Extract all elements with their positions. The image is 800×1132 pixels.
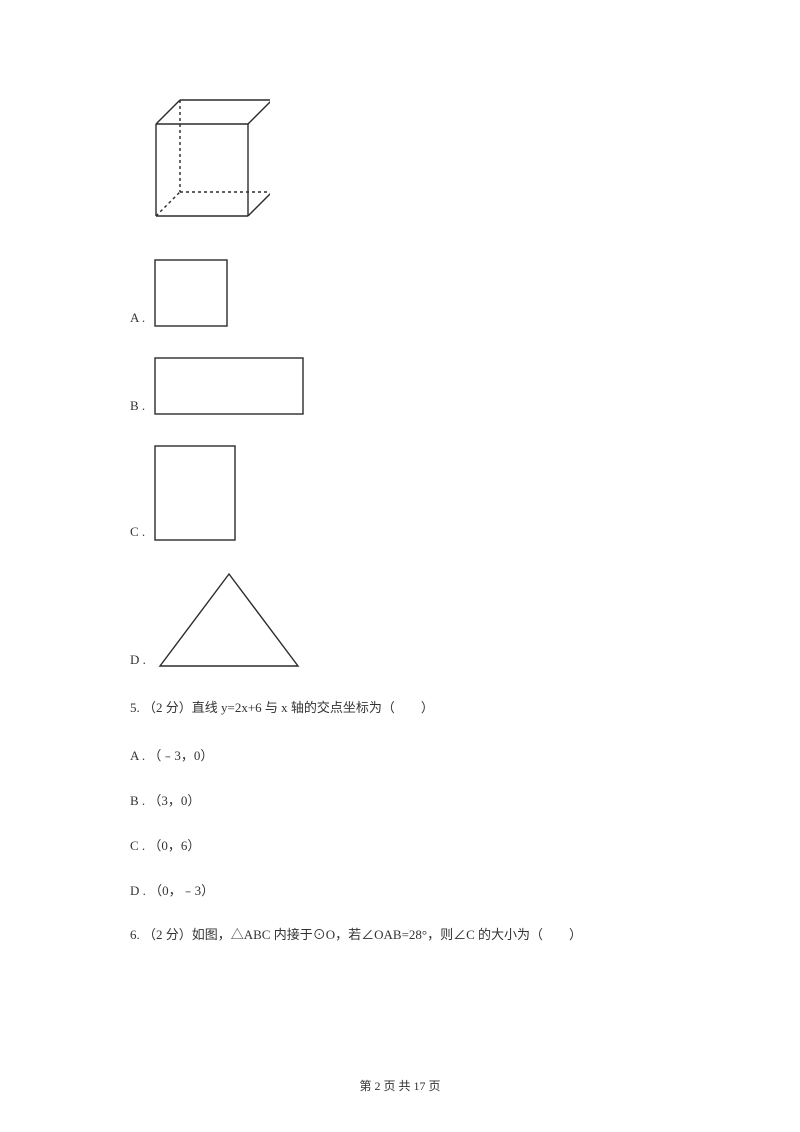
option-shape	[154, 570, 304, 670]
answer-option: C . （0，6）	[130, 835, 670, 854]
shape-option: A .	[130, 258, 670, 328]
shape-option: C .	[130, 444, 670, 542]
answer-option: A . （﹣3，0）	[130, 745, 670, 764]
answer-option: B . （3，0）	[130, 790, 670, 809]
answer-option: D . （0，﹣3）	[130, 880, 670, 899]
option-label: C .	[130, 524, 145, 542]
option-label: B .	[130, 398, 145, 416]
shape-option: B .	[130, 356, 670, 416]
page-content: A . B . C . D . 5. （2 分）直线 y=2x+6 与 x 轴的交点坐…	[0, 0, 800, 946]
question-5-options: A . （﹣3，0） B . （3，0） C . （0，6） D . （0，﹣3）	[130, 745, 670, 899]
option-shape	[153, 444, 237, 542]
cube-figure	[140, 90, 670, 220]
cube-svg	[140, 90, 270, 220]
option-label: A .	[130, 310, 145, 328]
shape-options: A . B . C . D .	[130, 258, 670, 670]
option-shape	[153, 258, 229, 328]
question-6: 6. （2 分）如图，△ABC 内接于⊙O，若∠OAB=28°，则∠C 的大小为…	[130, 925, 670, 946]
shape-option: D .	[130, 570, 670, 670]
option-shape	[153, 356, 305, 416]
question-5: 5. （2 分）直线 y=2x+6 与 x 轴的交点坐标为（ ）	[130, 698, 670, 719]
page-footer: 第 2 页 共 17 页	[0, 1077, 800, 1094]
option-label: D .	[130, 652, 146, 670]
